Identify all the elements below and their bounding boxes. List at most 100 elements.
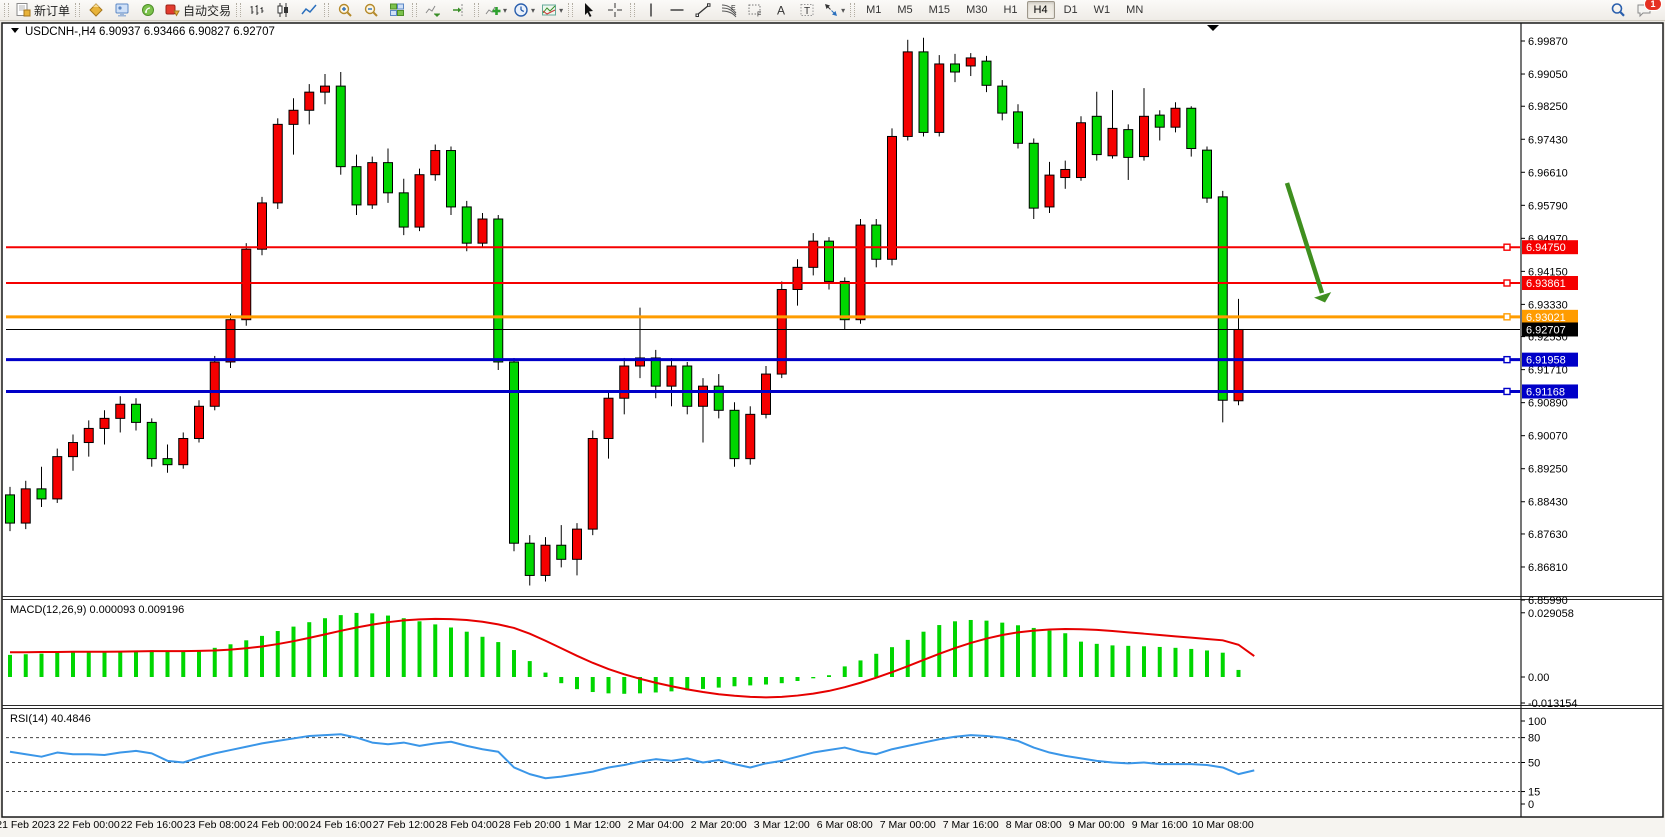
crosshair-button[interactable]: [602, 0, 628, 20]
timeframe-mn-button[interactable]: MN: [1126, 4, 1144, 16]
signals-button[interactable]: [135, 0, 161, 20]
time-axis-strip[interactable]: [0, 818, 1665, 837]
price-badge: [1522, 384, 1578, 399]
bars-icon: [249, 2, 265, 18]
toolbar-group-grip[interactable]: [324, 3, 330, 17]
price-tick-label: 6.99050: [1528, 69, 1568, 81]
templates-button[interactable]: ▾: [538, 0, 566, 20]
market-watch-button[interactable]: [109, 0, 135, 20]
hline-handle[interactable]: [1503, 387, 1511, 396]
macd-bar: [811, 677, 816, 679]
chart-canvas[interactable]: USDCNH-,H4 6.90937 6.93466 6.90827 6.9270…: [0, 21, 1665, 837]
timeframe-m5-button[interactable]: M5: [897, 4, 913, 16]
tile-windows-button[interactable]: [384, 0, 410, 20]
toolbar-group-grip[interactable]: [630, 3, 636, 17]
macd-pane[interactable]: MACD(12,26,9) 0.000093 0.009196: [8, 604, 1255, 699]
trendline-button[interactable]: [690, 0, 716, 20]
toolbar-group-grip[interactable]: [236, 3, 242, 17]
toolbar-group-grip[interactable]: [850, 3, 856, 17]
candlestick-chart-button[interactable]: [270, 0, 296, 20]
autotrading-button[interactable]: 自动交易: [161, 0, 234, 20]
chevron-down-icon[interactable]: ▾: [503, 5, 508, 15]
time-tick-label: 21 Feb 2023: [0, 819, 55, 831]
chart-title-symbol: USDCNH-,H4: [25, 26, 97, 38]
rsi-pane[interactable]: RSI(14) 40.4846: [6, 713, 1520, 793]
price-tick-label: 6.88430: [1528, 497, 1568, 509]
chart-shift-button[interactable]: [446, 0, 472, 20]
toolbar-group-grip[interactable]: [4, 3, 9, 17]
chevron-down-icon[interactable]: ▾: [559, 5, 564, 15]
hline-handle[interactable]: [1503, 355, 1511, 364]
fibonacci-button[interactable]: E: [716, 0, 742, 20]
auto-scroll-button[interactable]: [420, 0, 446, 20]
arrows-button[interactable]: ▾: [820, 0, 848, 20]
chevron-down-icon[interactable]: ▾: [531, 5, 536, 15]
timeframe-m30-button[interactable]: M30: [966, 4, 988, 16]
macd-bar: [55, 652, 60, 677]
toolbar-group-grip[interactable]: [75, 3, 81, 17]
candle: [1091, 115, 1102, 156]
timeframe-m1-button[interactable]: M1: [866, 4, 882, 16]
macd-bar: [1126, 645, 1131, 677]
text-button[interactable]: A: [768, 0, 794, 20]
main-price-pane[interactable]: [5, 37, 1521, 586]
indicators-button[interactable]: ▾: [482, 0, 510, 20]
chart-window[interactable]: USDCNH-,H4 6.90937 6.93466 6.90827 6.9270…: [0, 21, 1665, 837]
toolbar-group: ▾ ▾ ▾: [482, 0, 566, 20]
annotation-arrow[interactable]: [1284, 182, 1332, 303]
macd-bar: [1236, 669, 1241, 677]
hline-handle[interactable]: [1503, 313, 1511, 321]
cursor-button[interactable]: [576, 0, 602, 20]
timeframe-d1-button[interactable]: D1: [1063, 4, 1078, 16]
candle: [635, 357, 645, 367]
candle: [1044, 174, 1055, 208]
timeframe-h1-button[interactable]: H1: [1003, 4, 1018, 16]
toolbar-group-grip[interactable]: [474, 3, 480, 17]
new-order-button[interactable]: 新订单: [12, 0, 73, 20]
time-tick-label: 8 Mar 08:00: [1006, 819, 1062, 831]
time-tick-label: 3 Mar 12:00: [754, 819, 810, 831]
candle: [351, 166, 362, 206]
line-chart-button[interactable]: [296, 0, 322, 20]
hline-handle[interactable]: [1503, 279, 1511, 287]
timeframe-w1-button[interactable]: W1: [1093, 4, 1111, 16]
candle: [5, 494, 15, 524]
indicators-icon: [485, 2, 501, 18]
history-center-button[interactable]: [83, 0, 109, 20]
time-axis[interactable]: 21 Feb 2023 22 Feb 00:00 22 Feb 16:00 23 Fe…: [0, 819, 1254, 831]
timeframe-m15-button[interactable]: M15: [928, 4, 951, 16]
candle: [729, 409, 740, 460]
macd-bar: [1047, 630, 1052, 677]
time-tick-label: 6 Mar 08:00: [817, 819, 873, 831]
toolbar-group-grip[interactable]: [412, 3, 418, 17]
toolbar-group-grip[interactable]: [568, 3, 574, 17]
candle: [540, 544, 551, 576]
candle: [493, 218, 504, 363]
candle: [824, 240, 834, 282]
candle: [572, 528, 582, 560]
title-collapse-icon[interactable]: [11, 28, 19, 33]
candle: [398, 192, 409, 228]
chevron-down-icon[interactable]: ▾: [841, 5, 846, 15]
shift-marker-icon[interactable]: [1207, 25, 1219, 31]
hline-handle[interactable]: [1503, 243, 1511, 251]
macd-tick-label: -0.013154: [1528, 698, 1578, 710]
text-label-button[interactable]: T: [794, 0, 820, 20]
notifications-button[interactable]: 1: [1631, 0, 1662, 20]
timeframe-h4-button[interactable]: H4: [1026, 1, 1055, 19]
macd-bar: [701, 677, 705, 689]
zoom-out-button[interactable]: [358, 0, 384, 20]
zoom-in-button[interactable]: [332, 0, 358, 20]
candle: [934, 63, 945, 133]
candle: [1139, 115, 1149, 158]
price-axis[interactable]: 6.99870 6.99050 6.98250 6.97430 6.96610 6.957…: [1520, 23, 1578, 817]
periods-button[interactable]: ▾: [510, 0, 538, 20]
channel-button[interactable]: F: [742, 0, 768, 20]
candle: [619, 365, 630, 399]
horizontal-line-button[interactable]: [664, 0, 690, 20]
time-tick-label: 2 Mar 04:00: [628, 819, 684, 831]
search-button[interactable]: [1605, 0, 1631, 20]
bar-chart-button[interactable]: [244, 0, 270, 20]
macd-bar: [1063, 633, 1068, 677]
vertical-line-button[interactable]: [638, 0, 664, 20]
